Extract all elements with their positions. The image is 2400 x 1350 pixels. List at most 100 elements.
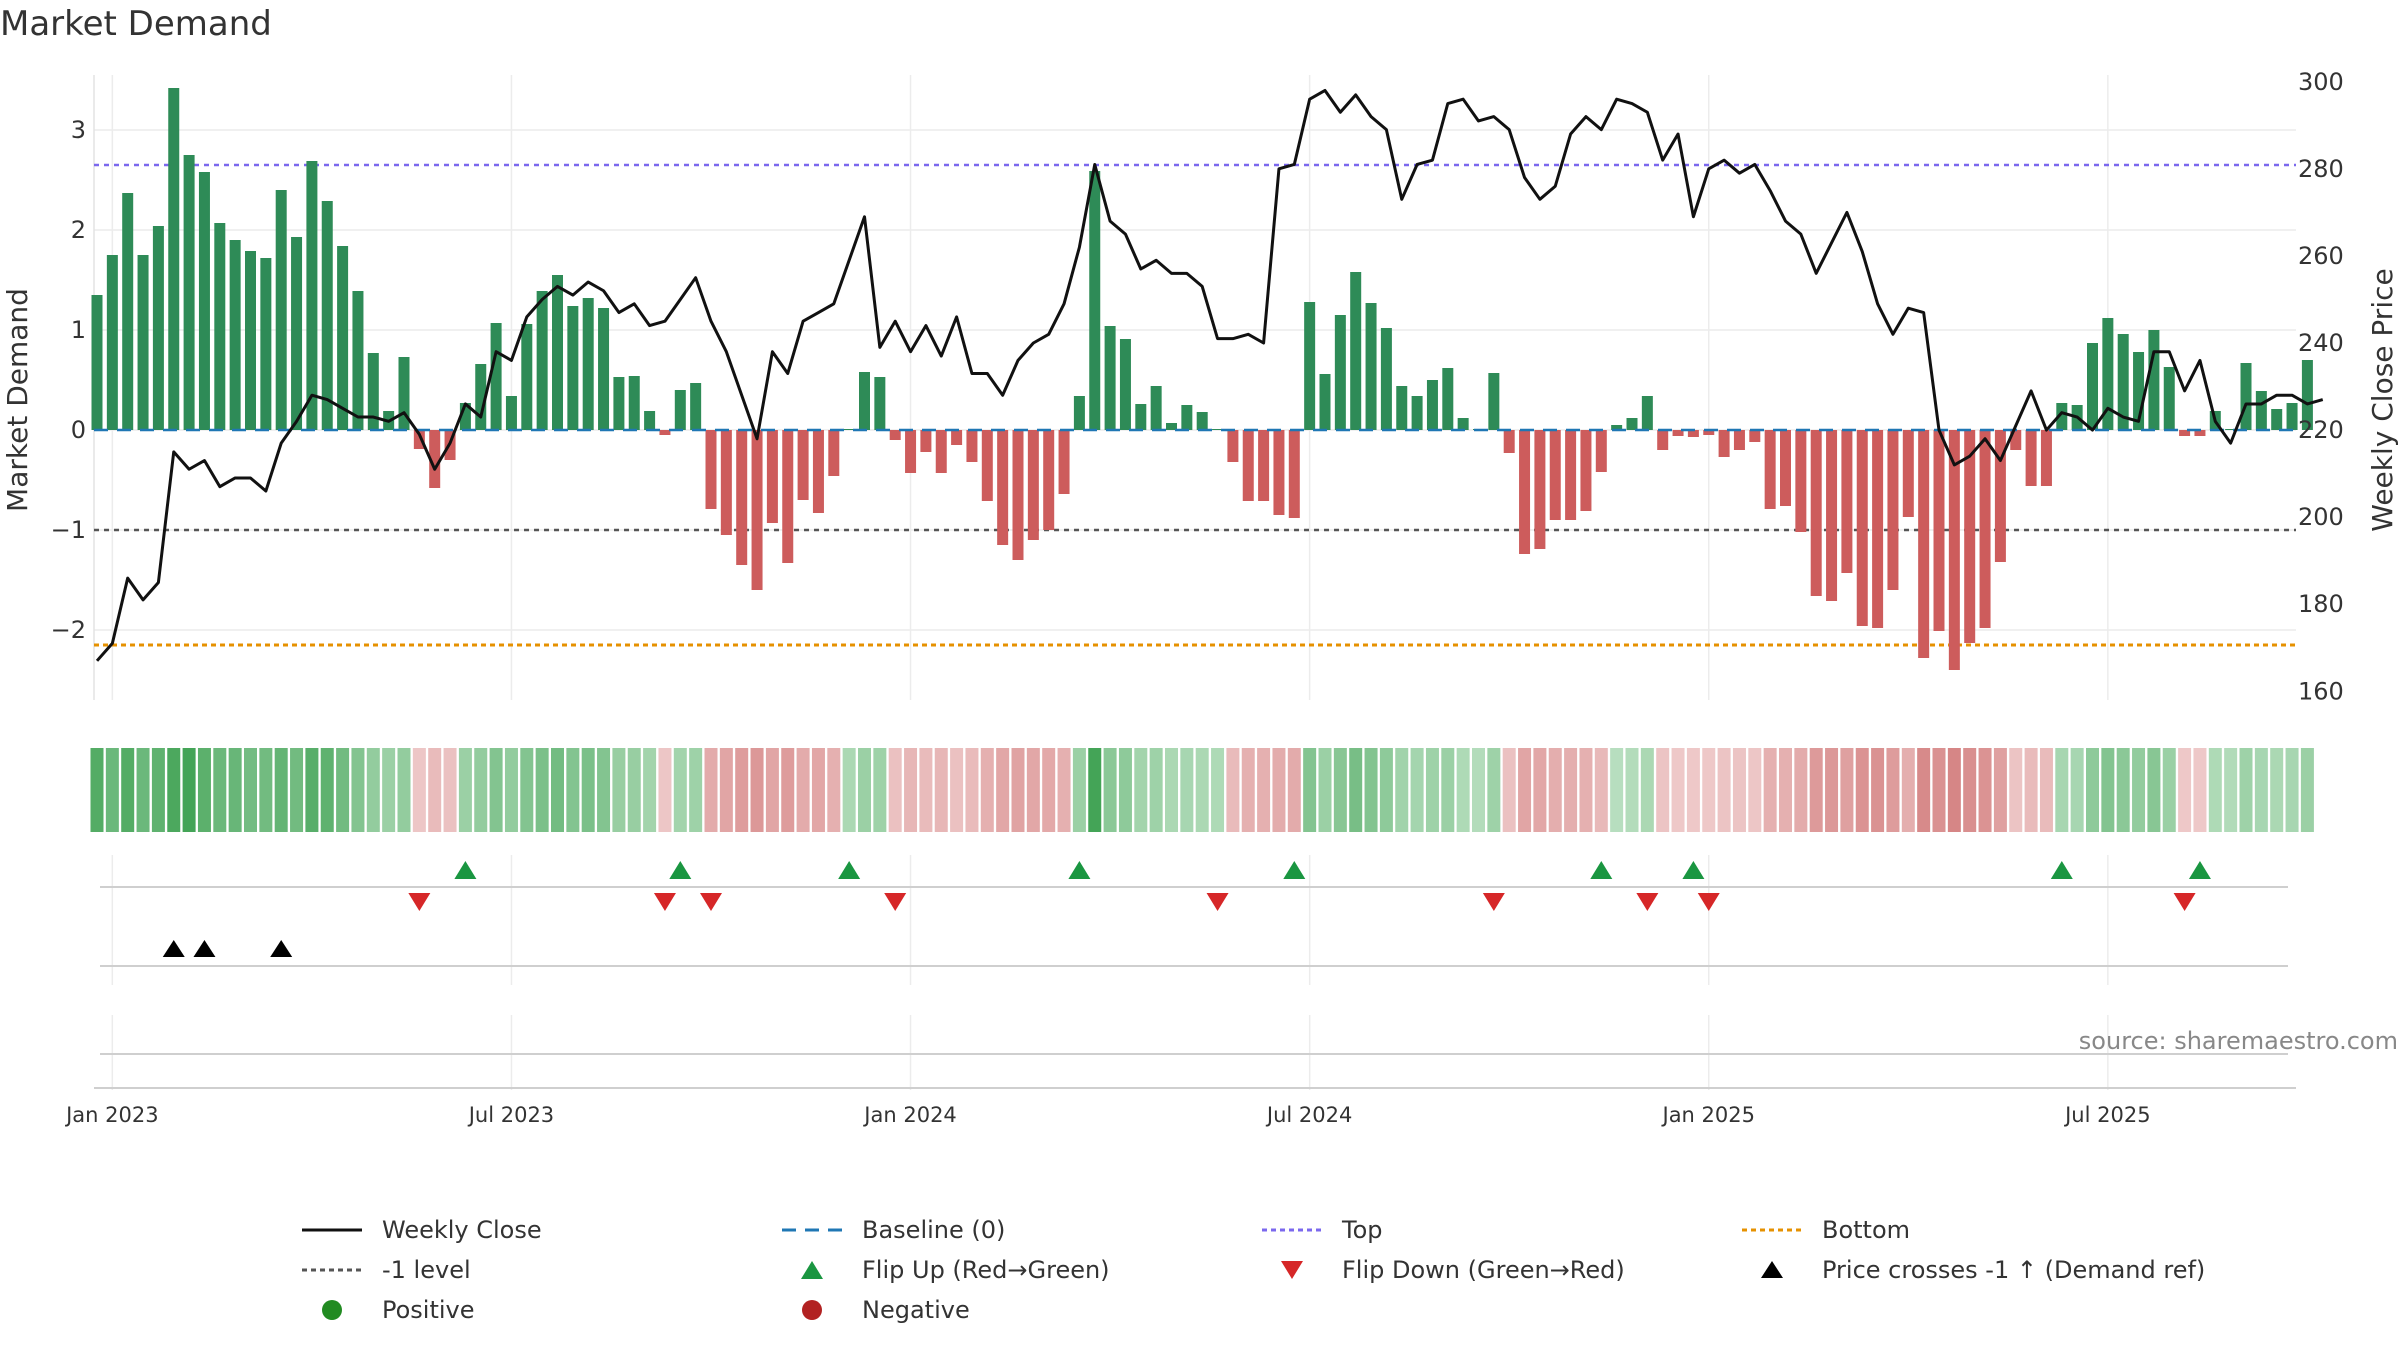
x-tick-label: Jul 2023 — [467, 1103, 554, 1127]
band-cell — [566, 748, 580, 832]
positive-bar — [398, 357, 410, 430]
positive-bar — [306, 161, 318, 430]
legend-label: Baseline (0) — [862, 1216, 1006, 1244]
flip-down-marker — [1482, 893, 1505, 911]
negative-bar — [966, 430, 978, 462]
band-cell — [1840, 748, 1854, 832]
positive-bar — [137, 255, 149, 430]
right-tick-label: 180 — [2298, 590, 2344, 618]
band-cell — [458, 748, 472, 832]
band-cell — [1211, 748, 1225, 832]
band-cell — [1656, 748, 1670, 832]
negative-bar — [1687, 430, 1699, 437]
positive-bar — [1319, 374, 1331, 430]
negative-bar — [659, 430, 671, 435]
negative-bar — [1810, 430, 1822, 596]
band-cell — [735, 748, 749, 832]
band-cell — [1149, 748, 1163, 832]
positive-bar — [1181, 405, 1193, 430]
x-axis-ticks: Jan 2023 Jul 2023 Jan 2024 Jul 2024 Jan 2025… — [64, 1103, 2150, 1127]
band-cell — [474, 748, 488, 832]
legend-label: Top — [1342, 1216, 1383, 1244]
legend: Weekly Close Baseline (0) Top Bottom -1 leve… — [300, 1212, 2260, 1328]
band-cell — [1257, 748, 1271, 832]
x-tick-label: Jan 2024 — [862, 1103, 957, 1127]
positive-bar — [91, 295, 103, 430]
band-cell — [2285, 748, 2299, 832]
negative-bar — [1672, 430, 1684, 436]
positive-bar — [152, 226, 164, 430]
band-cell — [2224, 748, 2238, 832]
band-cell — [2270, 748, 2284, 832]
positive-bar — [106, 255, 118, 430]
band-cell — [2147, 748, 2161, 832]
negative-bar — [2194, 430, 2206, 436]
x-tick-label: Jul 2024 — [1265, 1103, 1352, 1127]
negative-bar — [1043, 430, 1055, 530]
band-cell — [1333, 748, 1347, 832]
negative-bar — [1964, 430, 1976, 643]
negative-bar — [766, 430, 778, 523]
band-cell — [934, 748, 948, 832]
legend-swatch-negative — [802, 1300, 822, 1320]
positive-bar — [690, 383, 702, 430]
band-cell — [581, 748, 595, 832]
band-cell — [1195, 748, 1209, 832]
legend-item-close: Weekly Close — [300, 1212, 780, 1248]
band-cell — [397, 748, 411, 832]
band-cell — [1871, 748, 1885, 832]
positive-bar — [644, 411, 656, 430]
legend-swatch-flip-up — [801, 1261, 823, 1279]
band-cell — [1702, 748, 1716, 832]
band-cell — [2055, 748, 2069, 832]
band-cell — [1533, 748, 1547, 832]
band-cell — [2009, 748, 2023, 832]
positive-bar — [2148, 330, 2160, 430]
positive-bar — [2271, 409, 2283, 430]
negative-bar — [1733, 430, 1745, 450]
positive-bar — [183, 155, 195, 430]
band-cell — [1901, 748, 1915, 832]
band-cell — [2239, 748, 2253, 832]
band-cell — [1932, 748, 1946, 832]
band-cell — [366, 748, 380, 832]
band-cell — [1686, 748, 1700, 832]
legend-swatch-positive — [322, 1300, 342, 1320]
band-cell — [520, 748, 534, 832]
positive-bar — [260, 258, 272, 430]
negative-bar — [1657, 430, 1669, 450]
positive-bar — [367, 353, 379, 430]
band-cell — [274, 748, 288, 832]
positive-bar — [1150, 386, 1162, 430]
band-cell — [1855, 748, 1869, 832]
band-cell — [1610, 748, 1624, 832]
negative-bar — [1595, 430, 1607, 472]
negative-bar — [1273, 430, 1285, 515]
band-cell — [904, 748, 918, 832]
left-tick-label: −2 — [51, 616, 86, 644]
positive-bar — [1196, 412, 1208, 430]
negative-bar — [1519, 430, 1531, 554]
negative-bar — [1718, 430, 1730, 457]
legend-swatch-cross — [1761, 1261, 1783, 1278]
band-cell — [351, 748, 365, 832]
legend-item-top: Top — [1260, 1212, 1740, 1248]
positive-bar — [1104, 326, 1116, 430]
band-cell — [90, 748, 104, 832]
flip-up-marker — [2050, 861, 2073, 879]
flip-up-marker — [669, 861, 692, 879]
band-cell — [2132, 748, 2146, 832]
positive-bar — [490, 323, 502, 430]
band-cell — [1548, 748, 1562, 832]
positive-bar — [843, 429, 855, 430]
flip-down-marker — [884, 893, 907, 911]
positive-bar — [521, 324, 533, 430]
flip-markers — [408, 861, 2211, 911]
band-cell — [1118, 748, 1132, 832]
grid-lines — [94, 75, 2296, 1090]
band-cell — [1088, 748, 1102, 832]
positive-bar — [598, 308, 610, 430]
band-cell — [1564, 748, 1578, 832]
chart-title: Market Demand — [0, 4, 272, 44]
band-cell — [1134, 748, 1148, 832]
